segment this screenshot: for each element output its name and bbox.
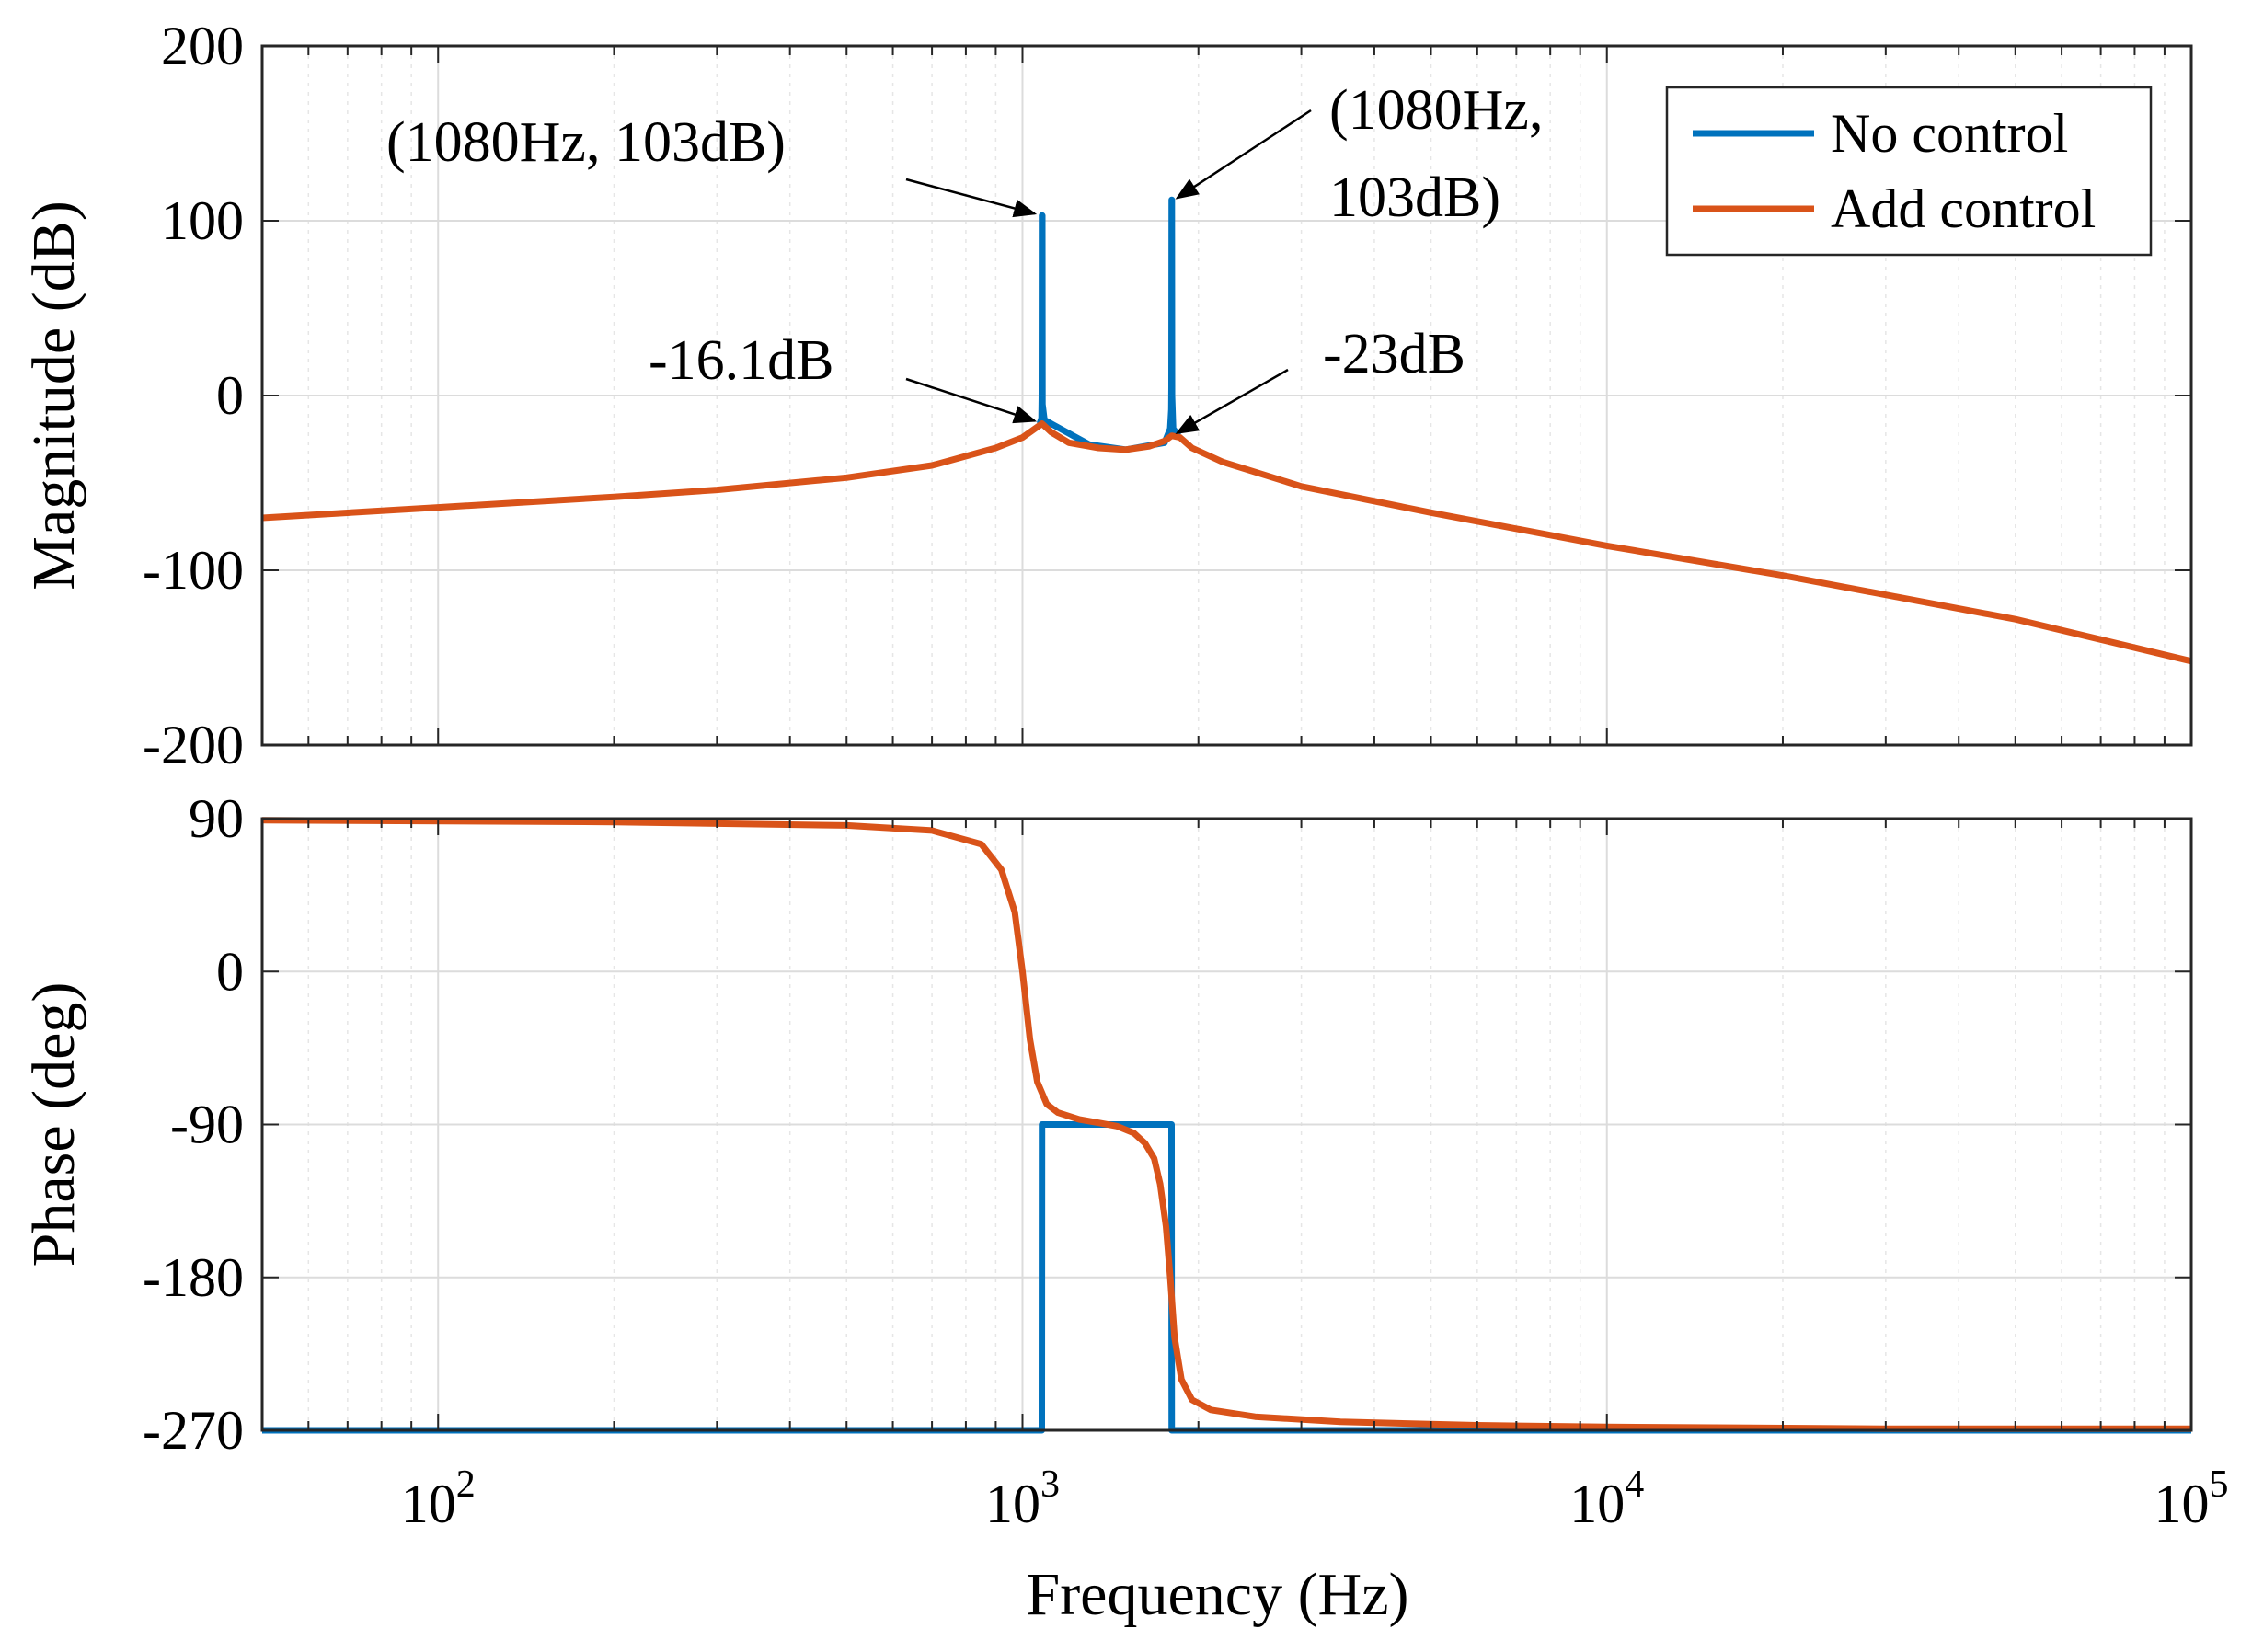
annotation-label: (1080Hz, (1329, 79, 1543, 142)
annotation-label: (1080Hz, 103dB) (386, 111, 786, 174)
y-tick-label-magnitude: -200 (143, 715, 244, 775)
legend-entry-add-control: Add control (1831, 178, 2096, 239)
legend-box (1665, 86, 2153, 257)
annotation-arrow (1175, 368, 1289, 434)
x-tick-label: 102 (401, 1463, 476, 1534)
y-tick-label-phase: 90 (189, 788, 244, 849)
y-tick-label-magnitude: 100 (161, 190, 244, 251)
y-tick-label-phase: -180 (143, 1247, 244, 1308)
series-layer (261, 196, 2192, 1434)
y-tick-label-magnitude: 0 (216, 365, 244, 426)
series-line-phase-add-control (261, 817, 2191, 1432)
y-axis-label-magnitude: Magnitude (dB) (20, 201, 87, 590)
series-line-magnitude-add-control (261, 420, 2192, 665)
x-tick-label: 103 (985, 1463, 1060, 1534)
frame-layer (260, 44, 2193, 1432)
axes-frame-phase (260, 817, 2193, 1432)
legend-entry-no-control: No control (1831, 103, 2068, 164)
x-tick-label: 104 (1569, 1463, 1644, 1534)
x-axis-label: Frequency (Hz) (1027, 1561, 1409, 1628)
y-tick-label-phase: -90 (170, 1095, 244, 1155)
y-tick-label-magnitude: -100 (143, 540, 244, 601)
annotation-label: 103dB) (1329, 166, 1500, 229)
annotation-arrow (905, 377, 1038, 424)
annotation-label: -23dB (1323, 323, 1465, 385)
series-line-magnitude-no-control (1036, 196, 1181, 453)
y-tick-label-magnitude: 200 (161, 16, 244, 76)
y-axis-label-phase: Phase (deg) (20, 982, 87, 1268)
annotation-arrow (1175, 109, 1312, 200)
y-tick-label-phase: 0 (216, 941, 244, 1002)
annotation-label: -16.1dB (649, 329, 834, 392)
annotation-arrow (905, 178, 1038, 218)
y-tick-label-phase: -270 (143, 1400, 244, 1461)
text-layer: 200 100 0 -100 -200 Magnitude (dB) (1080Hz, 10… (20, 16, 2229, 1628)
axes-frame-magnitude (260, 44, 2193, 747)
x-tick-label: 105 (2154, 1463, 2229, 1534)
